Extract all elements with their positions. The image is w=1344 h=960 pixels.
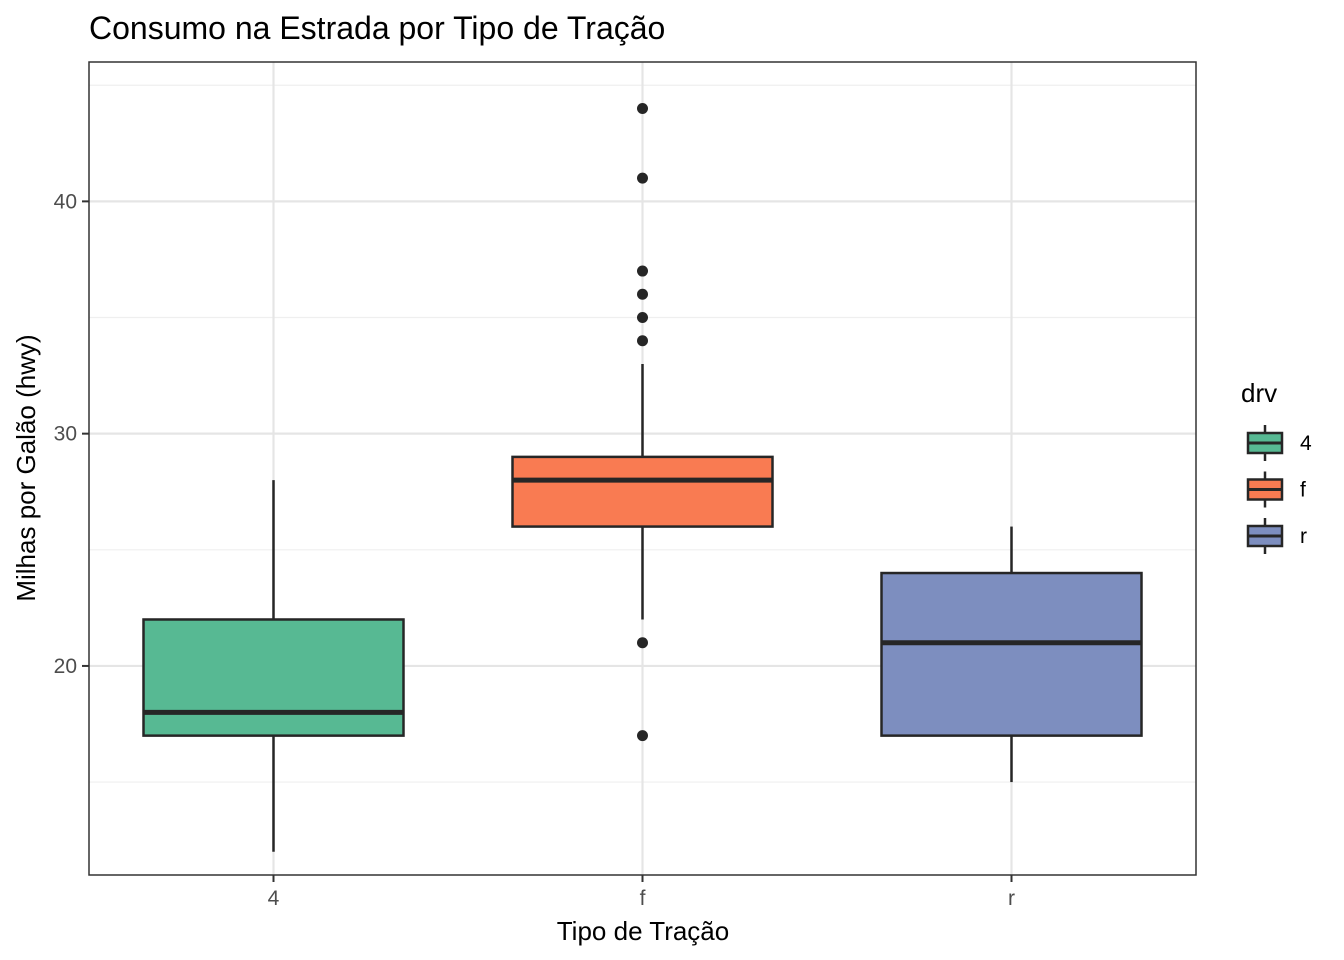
- box-f: [511, 102, 774, 742]
- legend-label: 4: [1300, 432, 1312, 455]
- outlier-point: [637, 265, 648, 277]
- legend-item-4: 4: [1246, 425, 1312, 461]
- x-tick-label: r: [1008, 887, 1015, 910]
- legend-label: r: [1300, 525, 1307, 548]
- box-4: [142, 480, 405, 852]
- y-axis-title: Milhas por Galão (hwy): [11, 334, 41, 601]
- boxes-layer: [88, 61, 1197, 876]
- y-tick-label: 40: [54, 190, 77, 213]
- legend-label: f: [1300, 479, 1306, 502]
- outlier-point: [637, 335, 648, 347]
- outlier-point: [637, 730, 648, 742]
- x-axis-title: Tipo de Tração: [557, 916, 729, 946]
- x-tick-label: f: [640, 887, 646, 910]
- y-tick-label: 30: [54, 423, 77, 446]
- outlier-point: [637, 637, 648, 649]
- box-iqr: [880, 571, 1143, 737]
- legend-item-r: r: [1246, 518, 1307, 554]
- legend-title: drv: [1241, 378, 1277, 408]
- box-iqr: [142, 618, 405, 737]
- chart-title: Consumo na Estrada por Tipo de Tração: [89, 10, 665, 46]
- box-iqr: [511, 455, 774, 528]
- outlier-point: [637, 172, 648, 184]
- x-axis-ticks: 4 f r: [268, 875, 1015, 910]
- x-tick-label: 4: [268, 887, 280, 910]
- legend: drv 4 fr: [1241, 378, 1312, 554]
- outlier-point: [637, 312, 648, 324]
- box-r: [880, 526, 1143, 783]
- outlier-point: [637, 288, 648, 300]
- outlier-point: [637, 102, 648, 114]
- y-axis-ticks: 20 30 40: [54, 190, 89, 678]
- y-tick-label: 20: [54, 655, 77, 678]
- legend-item-f: f: [1246, 471, 1306, 508]
